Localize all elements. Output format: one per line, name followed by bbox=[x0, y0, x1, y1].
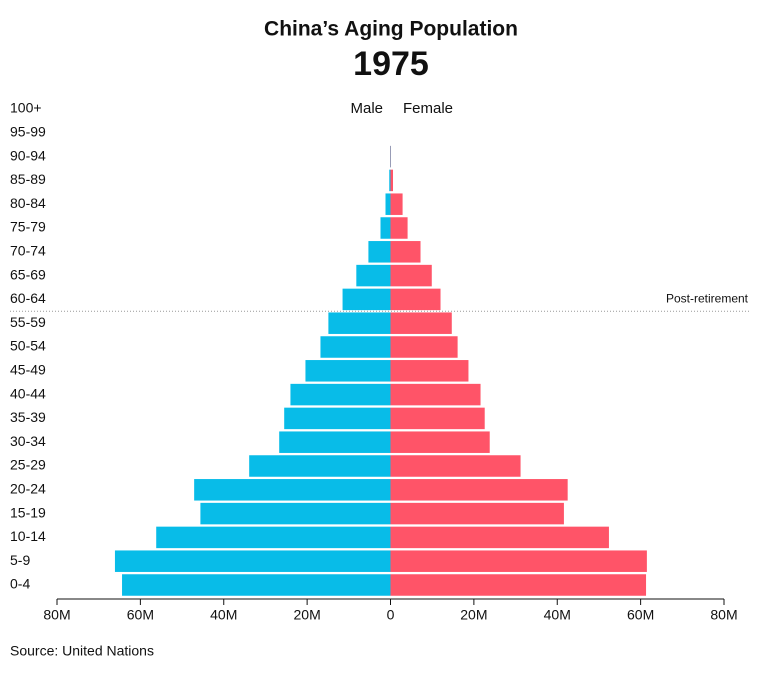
bar bbox=[390, 383, 481, 406]
legend-label: Female bbox=[403, 100, 453, 117]
bar bbox=[390, 431, 490, 453]
bar bbox=[290, 383, 391, 406]
y-tick-label: 90-94 bbox=[10, 147, 46, 163]
bar bbox=[390, 502, 564, 525]
bar bbox=[305, 360, 391, 382]
bar bbox=[390, 526, 609, 549]
x-tick-label: 80M bbox=[710, 607, 737, 623]
bar bbox=[390, 550, 647, 572]
bar bbox=[390, 479, 568, 501]
bar bbox=[328, 312, 391, 334]
bar bbox=[342, 288, 391, 311]
annotation: Post-retirement bbox=[666, 291, 749, 305]
bar bbox=[390, 217, 408, 239]
chart-subtitle: 1975 bbox=[353, 45, 429, 83]
x-tick-label: 60M bbox=[627, 607, 654, 623]
bar bbox=[200, 502, 391, 525]
y-tick-label: 45-49 bbox=[10, 362, 46, 378]
x-tick-label: 20M bbox=[460, 607, 487, 623]
bar bbox=[284, 407, 391, 430]
bar bbox=[114, 550, 391, 572]
legend-label: Male bbox=[350, 100, 383, 117]
y-tick-label: 10-14 bbox=[10, 528, 46, 544]
bar bbox=[390, 574, 647, 596]
bar bbox=[356, 264, 391, 287]
y-tick-label: 35-39 bbox=[10, 409, 46, 425]
bar bbox=[122, 574, 391, 596]
y-tick-label: 55-59 bbox=[10, 314, 46, 330]
y-tick-label: 75-79 bbox=[10, 219, 46, 235]
bar bbox=[390, 288, 441, 311]
bar bbox=[156, 526, 391, 549]
y-tick-label: 0-4 bbox=[10, 576, 30, 592]
bar bbox=[390, 336, 458, 358]
bar bbox=[390, 312, 452, 334]
y-tick-label: 65-69 bbox=[10, 266, 46, 282]
y-tick-label: 15-19 bbox=[10, 504, 46, 520]
bar bbox=[390, 169, 394, 192]
y-tick-label: 80-84 bbox=[10, 195, 46, 211]
x-tick-label: 40M bbox=[210, 607, 237, 623]
bar bbox=[390, 264, 432, 287]
chart-title: China’s Aging Population bbox=[264, 18, 518, 41]
bar bbox=[194, 479, 391, 501]
bar bbox=[390, 360, 469, 382]
x-tick-label: 20M bbox=[294, 607, 321, 623]
y-tick-label: 50-54 bbox=[10, 338, 46, 354]
bar bbox=[368, 241, 391, 263]
bar bbox=[320, 336, 391, 358]
y-tick-label: 60-64 bbox=[10, 290, 46, 306]
source: Source: United Nations bbox=[10, 643, 154, 659]
bar bbox=[389, 169, 391, 192]
x-tick-label: 0 bbox=[387, 607, 395, 623]
bar bbox=[380, 217, 391, 239]
x-tick-label: 40M bbox=[544, 607, 571, 623]
x-tick-label: 80M bbox=[43, 607, 70, 623]
y-tick-label: 85-89 bbox=[10, 171, 46, 187]
y-tick-label: 70-74 bbox=[10, 243, 46, 259]
bar bbox=[390, 455, 521, 477]
x-tick-label: 60M bbox=[127, 607, 154, 623]
y-tick-label: 5-9 bbox=[10, 552, 30, 568]
y-tick-label: 20-24 bbox=[10, 481, 46, 497]
y-tick-label: 30-34 bbox=[10, 433, 46, 449]
bar bbox=[390, 193, 403, 215]
y-tick-label: 25-29 bbox=[10, 457, 46, 473]
bar bbox=[385, 193, 391, 215]
y-tick-label: 95-99 bbox=[10, 124, 46, 140]
bar bbox=[390, 241, 421, 263]
bar bbox=[279, 431, 391, 453]
bar bbox=[249, 455, 391, 477]
bar bbox=[390, 407, 485, 430]
y-tick-label: 40-44 bbox=[10, 385, 46, 401]
y-tick-label: 100+ bbox=[10, 100, 42, 116]
